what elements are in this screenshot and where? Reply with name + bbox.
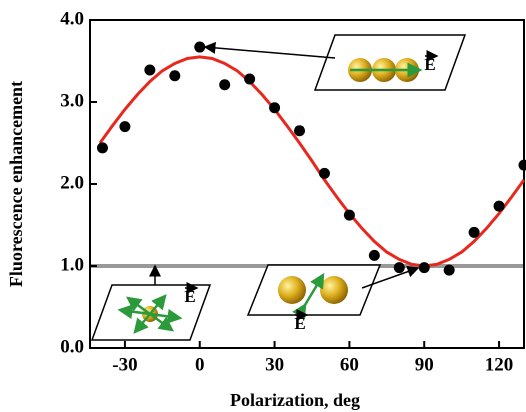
data-point: [418, 262, 430, 274]
data-point: [368, 249, 380, 261]
dipole-arrow: [292, 272, 325, 320]
pointer-arrow: [361, 265, 420, 289]
sphere: [278, 276, 306, 304]
x-tick-label: -30: [112, 354, 137, 375]
y-tick-label: 4.0: [60, 8, 84, 29]
data-point: [194, 41, 206, 53]
plot-area: 0.0 1.0 2.0 3.0 4.0 -30 0 30 60 90 120 Polarization…: [6, 8, 526, 410]
data-point: [96, 142, 108, 154]
data-point: [144, 64, 156, 76]
field-label: E: [184, 287, 195, 306]
field-label: E: [294, 314, 305, 333]
x-tick-label: 90: [415, 354, 434, 375]
data-point: [443, 264, 455, 276]
y-axis-title: Fluorescence enhancement: [6, 81, 26, 287]
dipole-arrows: [117, 294, 183, 334]
x-axis-title: Polarization, deg: [230, 390, 360, 410]
x-tick-label: 0: [195, 354, 205, 375]
pointer-arrow: [203, 41, 336, 59]
data-point: [393, 262, 405, 274]
data-point: [468, 226, 480, 238]
x-tick-label: 120: [485, 354, 514, 375]
data-point: [269, 102, 281, 114]
data-point: [219, 79, 231, 91]
x-tick-label: 60: [340, 354, 359, 375]
data-point: [493, 200, 505, 212]
y-tick-label: 0.0: [60, 336, 84, 357]
fit-line: [98, 55, 526, 268]
data-point: [294, 125, 306, 137]
sphere: [320, 276, 348, 304]
y-tick-label: 3.0: [60, 90, 84, 111]
x-tick-label: 30: [265, 354, 284, 375]
data-point: [343, 209, 355, 221]
data-point: [318, 167, 330, 179]
data-point: [244, 73, 256, 85]
data-point: [518, 159, 526, 171]
data-point: [119, 121, 131, 133]
y-tick-label: 2.0: [60, 172, 84, 193]
data-point: [169, 70, 181, 82]
insets: E E E: [90, 34, 467, 341]
field-label: E: [424, 55, 435, 74]
y-tick-label: 1.0: [60, 254, 84, 275]
